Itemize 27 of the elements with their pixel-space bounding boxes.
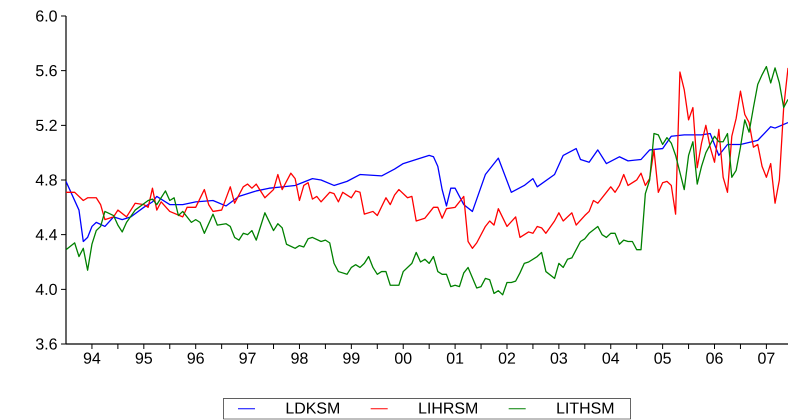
x-tick-label: 98: [291, 352, 308, 364]
x-tick-label: 02: [498, 352, 516, 364]
legend-label: LITHSM: [557, 402, 614, 414]
y-tick-label: 6.0: [36, 10, 57, 22]
y-tick-label: 4.8: [36, 174, 57, 186]
y-tick-label: 3.6: [36, 338, 57, 350]
x-tick-label: 06: [706, 352, 723, 364]
legend-label: LIHRSM: [419, 402, 477, 414]
y-tick-label: 4.0: [36, 284, 57, 295]
x-tick-label: 99: [343, 352, 360, 364]
legend-label: LDKSM: [286, 402, 339, 414]
x-tick-label: 95: [136, 352, 152, 364]
x-tick-label: 94: [84, 352, 100, 364]
x-tick-label: 03: [550, 352, 568, 364]
x-tick-label: 01: [446, 352, 464, 364]
line-series: [66, 67, 788, 249]
x-tick-label: 04: [602, 352, 620, 364]
x-tick-label: 05: [654, 352, 671, 364]
line-series: [66, 66, 788, 296]
x-tick-label: 97: [239, 352, 256, 364]
y-tick-label: 5.2: [36, 120, 57, 131]
x-tick-label: 07: [758, 352, 774, 364]
y-tick-label: 5.6: [36, 65, 57, 76]
x-tick-label: 00: [394, 352, 412, 364]
line-series: [66, 122, 788, 242]
y-tick-label: 4.4: [36, 229, 58, 240]
x-tick-label: 96: [188, 352, 204, 364]
